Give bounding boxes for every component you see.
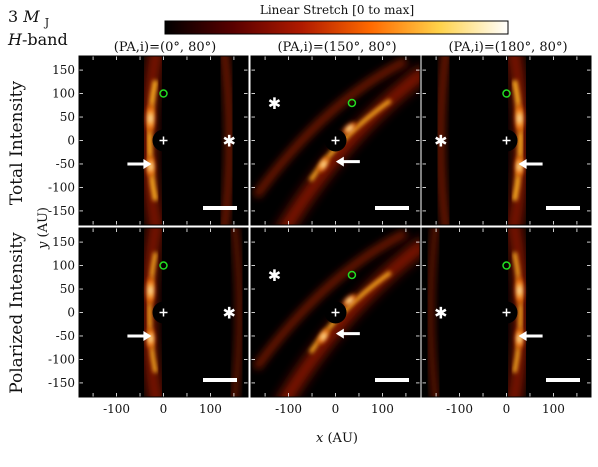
axis-ticks [251,228,420,397]
image-panels: ✱ ✱ ✱ ✱ ✱ ✱ [78,55,592,398]
column-title-0: (PA,i)=(0°, 80°) [114,40,217,55]
planet-marker [502,89,511,98]
y-tick-label: 100 [52,259,75,273]
x-tick-label: 0 [503,402,511,416]
planet-marker [347,98,357,108]
column-title-2: (PA,i)=(180°, 80°) [448,40,567,55]
star-position-marker [331,308,340,317]
asterisk-marker: ✱ [223,304,236,323]
axis-ticks [79,228,248,397]
y-tick-labels-bottom: 150 100 50 0 -50 -100 -150 [48,235,75,390]
mass-label: 3 M J [8,7,49,29]
arrow-marker [127,158,152,169]
x-axis-label: x (AU) [316,431,358,446]
arrow-marker [518,330,543,341]
y-tick-label: -50 [56,157,75,171]
x-tick-label: 0 [160,402,168,416]
panel-frame [250,55,421,226]
star-position-marker [159,308,168,317]
panel-r1-c0: ✱ [78,227,249,398]
row-label-total-intensity: Total Intensity [7,81,27,206]
x-tick-labels: -100 0 100 -100 0 100 -100 0 100 [103,402,565,416]
y-tick-label: -100 [48,180,75,194]
y-tick-label: 0 [67,134,75,148]
x-tick-label: 100 [371,402,394,416]
scale-bar [375,378,409,382]
column-title-1: (PA,i)=(150°, 80°) [277,40,396,55]
star-position-marker [502,308,511,317]
x-tick-label: -100 [446,402,473,416]
disk-emission [142,56,234,225]
arrow-marker [335,328,360,339]
axis-ticks [422,56,591,225]
axis-ticks [422,228,591,397]
arrow-marker [127,330,152,341]
asterisk-marker: ✱ [268,266,281,285]
y-tick-label: 50 [60,110,75,124]
y-tick-label: -50 [56,329,75,343]
panel-frame [78,227,249,398]
colorbar-label: Linear Stretch [0 to max] [260,3,414,17]
y-tick-labels-top: 150 100 50 0 -50 -100 -150 [48,63,75,218]
row-label-polarized-intensity: Polarized Intensity [7,232,27,394]
star-position-marker [331,136,340,145]
x-tick-label: -100 [103,402,130,416]
panel-frame [421,227,592,398]
panel-r1-c1: ✱ [250,227,421,398]
axis-ticks [251,56,420,225]
star-position-marker [159,136,168,145]
planet-marker [159,89,168,98]
y-tick-label: 0 [67,306,75,320]
y-tick-label: -100 [48,352,75,366]
disk-emission [252,229,420,397]
x-tick-label: 100 [199,402,222,416]
panel-r0-c1: ✱ [250,55,421,226]
panel-frame [78,55,249,226]
panel-frame [421,55,592,226]
y-axis-label: y (AU) [36,207,51,250]
planet-marker [159,261,168,270]
star-position-marker [502,136,511,145]
scale-bar [203,206,237,210]
y-tick-label: 150 [52,63,75,77]
panel-r1-c2: ✱ [421,227,592,398]
disk-emission [427,228,528,397]
disk-emission [436,56,528,225]
disk-emission [252,57,420,225]
scale-bar [546,206,580,210]
colorbar [164,20,509,35]
scale-bar [375,206,409,210]
panel-r0-c0: ✱ [78,55,249,226]
y-tick-label: 150 [52,235,75,249]
y-tick-label: -150 [48,376,75,390]
panel-frame [250,227,421,398]
arrow-marker [335,156,360,167]
y-tick-label: 50 [60,282,75,296]
planet-marker [502,261,511,270]
panel-r0-c2: ✱ [421,55,592,226]
asterisk-marker: ✱ [268,94,281,113]
x-tick-label: 0 [332,402,340,416]
axis-ticks [79,56,248,225]
y-tick-label: 100 [52,87,75,101]
scale-bar [546,378,580,382]
asterisk-marker: ✱ [434,132,447,151]
asterisk-marker: ✱ [223,132,236,151]
planet-marker [347,270,357,280]
x-tick-label: 100 [542,402,565,416]
asterisk-marker: ✱ [434,304,447,323]
y-tick-label: -150 [48,204,75,218]
scale-bar [203,378,237,382]
x-tick-label: -100 [275,402,302,416]
arrow-marker [518,158,543,169]
band-label: H-band [7,30,68,49]
